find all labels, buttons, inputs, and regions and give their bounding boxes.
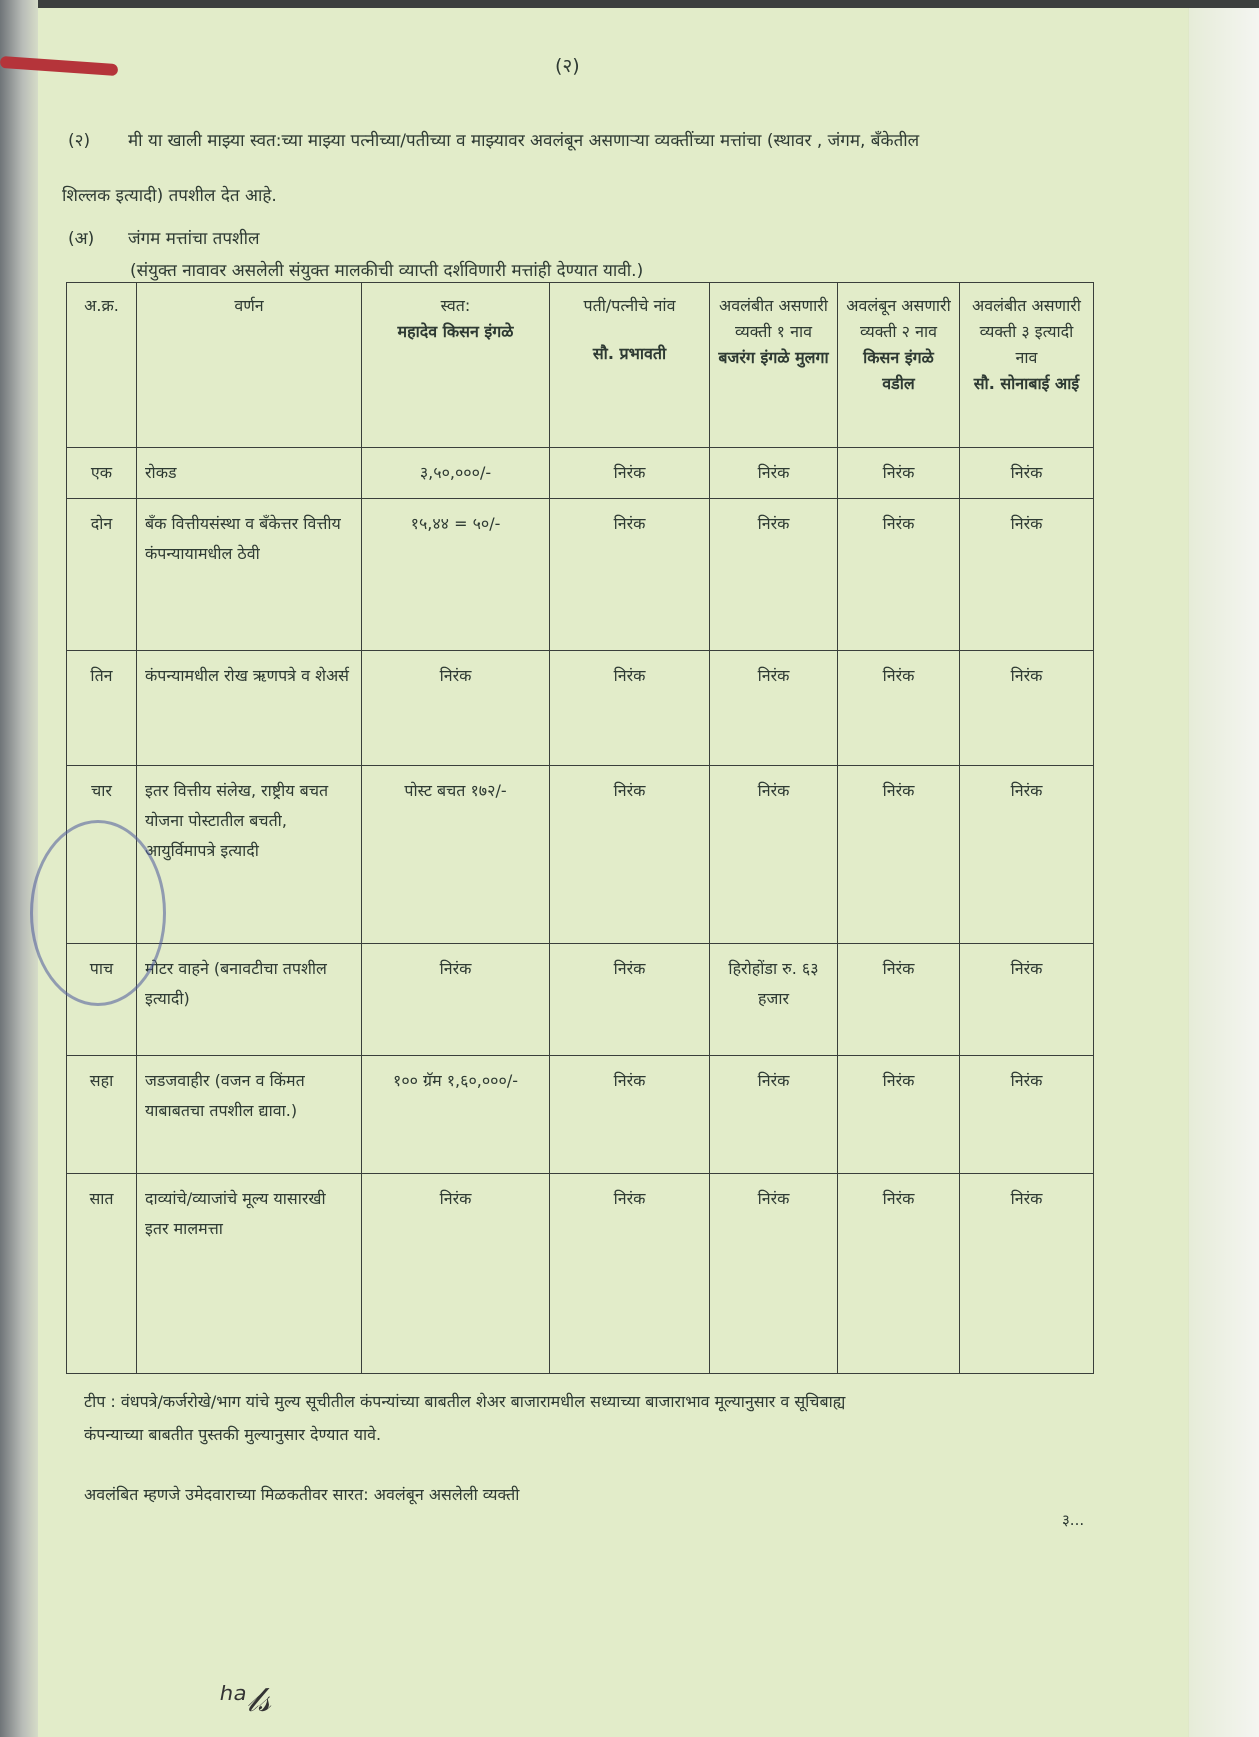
table-row: तिन कंपन्यामधील रोख ऋणपत्रे व शेअर्स निरंक… [66, 650, 1094, 766]
signature: ʰᵃ𝓁𝓈 [220, 1680, 271, 1720]
table-row: पाच मोटर वाहने (बनावटीचा तपशील इत्यादी) नि… [66, 943, 1094, 1056]
header-self: स्वत: महादेव किसन इंगळे [361, 282, 550, 448]
row-value: निरंक [959, 447, 1094, 499]
table-row: चार इतर वित्तीय संलेख, राष्ट्रीय बचत योजन… [66, 765, 1094, 944]
row-value: निरंक [837, 498, 960, 651]
row-value: निरंक [959, 943, 1094, 1056]
row-description: मोटर वाहने (बनावटीचा तपशील इत्यादी) [136, 943, 362, 1056]
row-value: पोस्ट बचत १७२/- [361, 765, 550, 944]
row-value: निरंक [959, 1055, 1094, 1174]
row-serial: एक [66, 447, 137, 499]
row-description: बॅंक वित्तीयसंस्था व बॅंकेत्तर वित्तीय क… [136, 498, 362, 651]
header-dependent-3: अवलंबीत असणारी व्यक्ती ३ इत्यादी नाव सौ. … [959, 282, 1094, 448]
row-value: निरंक [709, 1055, 838, 1174]
row-value: निरंक [549, 498, 710, 651]
header-name: बजरंग इंगळे मुलगा [718, 348, 829, 367]
header-dependent-1: अवलंबीत असणारी व्यक्ती १ नाव बजरंग इंगळे … [709, 282, 838, 448]
header-spouse: पती/पत्नीचे नांव सौ. प्रभावती [549, 282, 710, 448]
row-value: निरंक [837, 650, 960, 766]
row-value: निरंक [959, 765, 1094, 944]
movable-assets-table: अ.क्र. वर्णन स्वत: महादेव किसन इंगळे पती/… [66, 282, 1094, 1374]
row-value: निरंक [709, 447, 838, 499]
footnote-1-line1: टीप : वंधपत्रे/कर्जरोखे/भाग यांचे मुल्य … [84, 1392, 846, 1411]
intro-line2: शिल्लक इत्यादी) तपशील देत आहे. [62, 186, 277, 206]
notary-stamp [30, 820, 166, 1006]
header-label: अवलंबीत असणारी व्यक्ती १ नाव [719, 296, 828, 341]
footnote-1-line2: कंपन्याच्या बाबतीत पुस्तकी मुल्यानुसार द… [84, 1425, 382, 1444]
row-value: निरंक [837, 1173, 960, 1374]
row-value: १०० ग्रॅम १,६०,०००/- [361, 1055, 550, 1174]
row-value: ३,५०,०००/- [361, 447, 550, 499]
next-page-marker: ३... [1062, 1511, 1085, 1529]
intro-number: (२) [68, 131, 91, 151]
intro-line1: मी या खाली माझ्या स्वत:च्या माझ्या पत्नी… [128, 131, 920, 151]
row-value: निरंक [549, 943, 710, 1056]
header-name: महादेव किसन इंगळे [397, 322, 514, 341]
table-row: दोन बॅंक वित्तीयसंस्था व बॅंकेत्तर वित्ती… [66, 498, 1094, 651]
row-value: निरंक [549, 650, 710, 766]
section-number: (अ) [68, 229, 95, 249]
header-dependent-2: अवलंबून असणारी व्यक्ती २ नाव किसन इंगळे व… [837, 282, 960, 448]
table-header-row: अ.क्र. वर्णन स्वत: महादेव किसन इंगळे पती/… [66, 282, 1094, 448]
row-description: इतर वित्तीय संलेख, राष्ट्रीय बचत योजना प… [136, 765, 362, 944]
row-value: निरंक [361, 1173, 550, 1374]
top-edge [38, 0, 1259, 8]
book-binding [0, 0, 38, 1737]
row-value: १५,४४ = ५०/- [361, 498, 550, 651]
header-name: सौ. सोनाबाई आई [973, 374, 1080, 393]
header-description: वर्णन [136, 282, 362, 448]
section-title: जंगम मत्तांचा तपशील [128, 229, 260, 249]
row-value: निरंक [361, 650, 550, 766]
row-value: निरंक [361, 943, 550, 1056]
row-description: कंपन्यामधील रोख ऋणपत्रे व शेअर्स [136, 650, 362, 766]
header-label: पती/पत्नीचे नांव [583, 296, 676, 315]
row-value: निरंक [709, 1173, 838, 1374]
table-row: सहा जडजवाहीर (वजन व किंमत याबाबतचा तपशील … [66, 1055, 1094, 1174]
row-value: निरंक [837, 943, 960, 1056]
table-row: एक रोकड ३,५०,०००/- निरंक निरंक निरंक निरंक [66, 447, 1094, 499]
header-label: वर्णन [234, 296, 264, 315]
row-value: निरंक [837, 765, 960, 944]
row-value: निरंक [549, 1055, 710, 1174]
row-value: निरंक [959, 650, 1094, 766]
row-value: निरंक [837, 447, 960, 499]
row-description: रोकड [136, 447, 362, 499]
page-edge [1189, 0, 1259, 1737]
header-label: अवलंबीत असणारी व्यक्ती ३ इत्यादी नाव [972, 296, 1081, 367]
header-label: अ.क्र. [84, 296, 119, 315]
header-serial: अ.क्र. [66, 282, 137, 448]
row-value: निरंक [709, 650, 838, 766]
header-name: सौ. प्रभावती [592, 344, 667, 363]
row-value: निरंक [837, 1055, 960, 1174]
row-value: निरंक [549, 1173, 710, 1374]
row-value: निरंक [549, 447, 710, 499]
row-description: दाव्यांचे/व्याजांचे मूल्य यासारखी इतर मा… [136, 1173, 362, 1374]
header-label: अवलंबून असणारी व्यक्ती २ नाव [846, 296, 951, 341]
header-name: किसन इंगळे वडील [863, 348, 934, 393]
row-value: निरंक [959, 1173, 1094, 1374]
row-value: निरंक [709, 765, 838, 944]
row-serial: तिन [66, 650, 137, 766]
section-note: (संयुक्त नावावर असलेली संयुक्त मालकीची व… [130, 261, 644, 281]
row-value: निरंक [959, 498, 1094, 651]
table-row: सात दाव्यांचे/व्याजांचे मूल्य यासारखी इतर… [66, 1173, 1094, 1374]
row-serial: सहा [66, 1055, 137, 1174]
footnote-2: अवलंबित म्हणजे उमेदवाराच्या मिळकतीवर सार… [84, 1485, 520, 1504]
row-value: निरंक [549, 765, 710, 944]
row-description: जडजवाहीर (वजन व किंमत याबाबतचा तपशील द्य… [136, 1055, 362, 1174]
page-number: (२) [555, 55, 580, 77]
header-label: स्वत: [440, 296, 471, 315]
row-value: निरंक [709, 498, 838, 651]
row-value: हिरोहोंडा रु. ६३ हजार [709, 943, 838, 1056]
row-serial: दोन [66, 498, 137, 651]
row-serial: सात [66, 1173, 137, 1374]
